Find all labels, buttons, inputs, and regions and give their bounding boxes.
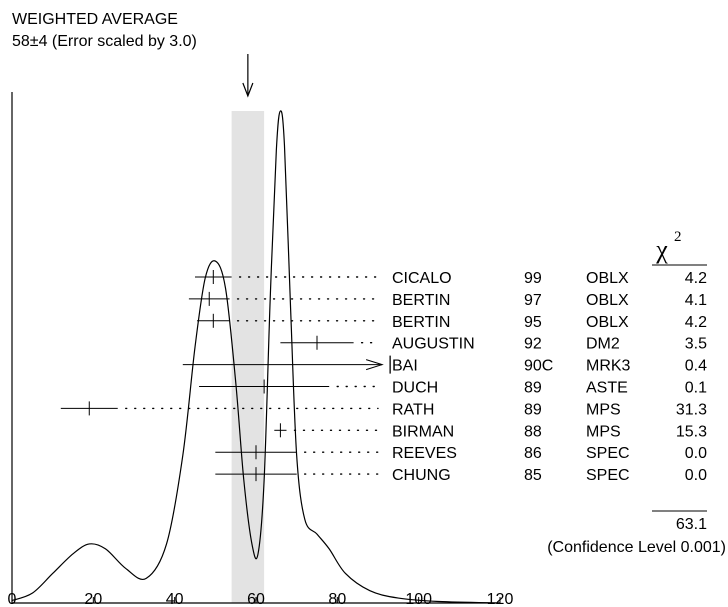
year-label: 92 bbox=[524, 336, 542, 353]
author-label: CICALO bbox=[392, 270, 452, 287]
chart-title: WEIGHTED AVERAGE bbox=[12, 11, 178, 28]
author-label: RATH bbox=[392, 401, 434, 418]
x-tick-label: 60 bbox=[247, 591, 265, 607]
technique-label: SPEC bbox=[586, 467, 630, 484]
technique-label: SPEC bbox=[586, 445, 630, 462]
author-label: BERTIN bbox=[392, 292, 450, 309]
year-label: 89 bbox=[524, 401, 542, 418]
year-label: 99 bbox=[524, 270, 542, 287]
chi2-value: 0.0 bbox=[685, 445, 707, 462]
chi2-total: 63.1 bbox=[676, 516, 707, 533]
chi2-value: 3.5 bbox=[685, 336, 707, 353]
author-label: CHUNG bbox=[392, 467, 451, 484]
ideogram-curve bbox=[11, 110, 501, 604]
weighted-average-band bbox=[231, 111, 265, 603]
chi2-value: 0.4 bbox=[685, 358, 707, 375]
measurement-markers bbox=[60, 270, 391, 482]
x-tick-label: 40 bbox=[166, 591, 184, 607]
chi2-header-superscript: 2 bbox=[674, 229, 682, 245]
x-tick-label: 120 bbox=[487, 591, 514, 607]
year-label: 88 bbox=[524, 423, 542, 440]
year-label: 85 bbox=[524, 467, 542, 484]
author-label: BIRMAN bbox=[392, 423, 454, 440]
year-label: 97 bbox=[524, 292, 542, 309]
technique-label: DM2 bbox=[586, 336, 620, 353]
technique-label: MPS bbox=[586, 401, 621, 418]
chi2-value: 31.3 bbox=[676, 401, 707, 418]
chi2-value: 4.2 bbox=[685, 270, 707, 287]
author-label: REEVES bbox=[392, 445, 457, 462]
chi2-value: 0.0 bbox=[685, 467, 707, 484]
year-label: 90C bbox=[524, 358, 553, 375]
chi2-value: 15.3 bbox=[676, 423, 707, 440]
technique-label: MRK3 bbox=[586, 358, 631, 375]
chart-subtitle: 58±4 (Error scaled by 3.0) bbox=[12, 33, 197, 50]
author-label: DUCH bbox=[392, 380, 438, 397]
x-tick-label: 80 bbox=[328, 591, 346, 607]
limit-arrow-head bbox=[365, 359, 384, 371]
author-label: BERTIN bbox=[392, 314, 450, 331]
year-label: 95 bbox=[524, 314, 542, 331]
x-tick-label: 20 bbox=[84, 591, 102, 607]
year-label: 89 bbox=[524, 380, 542, 397]
x-axis-ticks: 0 20 40 60 80 100 120 bbox=[8, 591, 514, 607]
technique-label: ASTE bbox=[586, 380, 628, 397]
chi2-header: χ bbox=[655, 235, 668, 264]
chi2-value: 0.1 bbox=[685, 380, 707, 397]
year-label: 86 bbox=[524, 445, 542, 462]
measurement-rows: CICALO 99 OBLX 4.2 BERTIN 97 OBLX 4.1 BERTIN 95 OB… bbox=[125, 270, 707, 484]
x-tick-label: 0 bbox=[8, 591, 17, 607]
technique-label: OBLX bbox=[586, 270, 629, 287]
technique-label: OBLX bbox=[586, 314, 629, 331]
technique-label: MPS bbox=[586, 423, 621, 440]
technique-label: OBLX bbox=[586, 292, 629, 309]
chi2-value: 4.1 bbox=[685, 292, 707, 309]
author-label: AUGUSTIN bbox=[392, 336, 475, 353]
weighted-average-arrow-head bbox=[242, 82, 254, 98]
confidence-level: (Confidence Level 0.001) bbox=[547, 539, 726, 556]
author-label: BAI bbox=[392, 358, 418, 375]
chi2-value: 4.2 bbox=[685, 314, 707, 331]
x-tick-label: 100 bbox=[405, 591, 432, 607]
